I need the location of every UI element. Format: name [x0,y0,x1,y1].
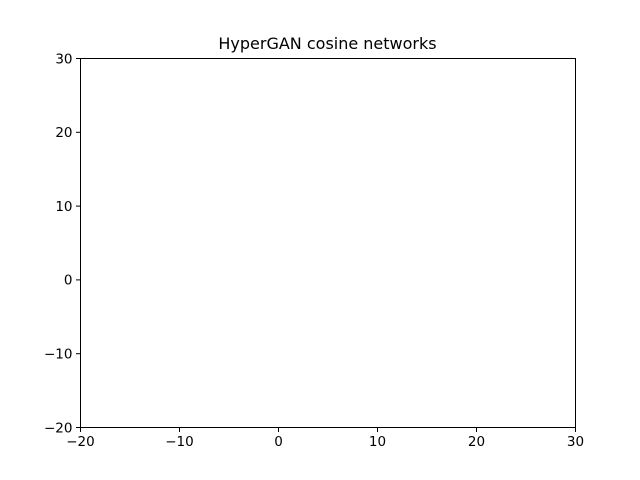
x-tick-label: −10 [165,434,194,450]
y-tick-label: 30 [55,51,72,67]
plot-area [80,58,576,428]
y-axis: −20 −10 0 10 20 30 [44,51,81,436]
x-tick-label: 30 [567,434,584,450]
x-tick-label: 0 [274,434,283,450]
x-tick-label: 20 [468,434,485,450]
y-tick-label: 10 [55,199,72,215]
chart-title: HyperGAN cosine networks [218,34,436,53]
y-tick-label: −20 [44,420,73,436]
y-tick-label: 20 [55,125,72,141]
x-axis: −20 −10 0 10 20 30 [66,427,584,450]
y-tick-label: −10 [44,347,73,363]
y-tick-label: 0 [64,273,73,289]
x-tick-label: 10 [369,434,386,450]
x-tick-label: −20 [66,434,95,450]
